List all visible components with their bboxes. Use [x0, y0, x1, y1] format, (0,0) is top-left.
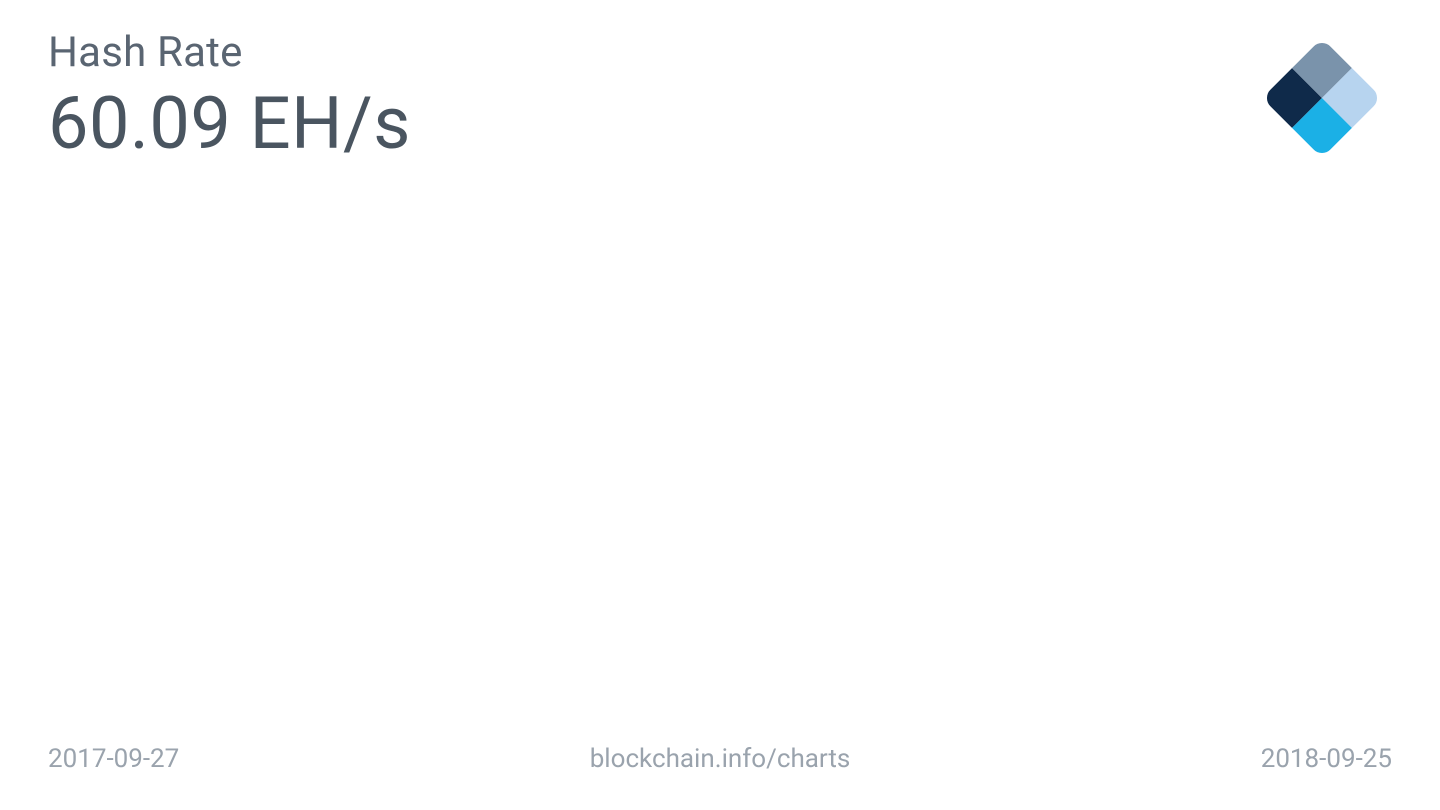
chart-footer: 2017-09-27 blockchain.info/charts 2018-0… — [48, 744, 1392, 774]
chart-value: 60.09 EH/s — [48, 81, 411, 166]
x-axis-end-label: 2018-09-25 — [1261, 744, 1392, 774]
hash-rate-chart — [48, 180, 1392, 700]
blockchain-logo-icon — [1252, 28, 1392, 168]
x-axis-start-label: 2017-09-27 — [48, 744, 179, 774]
source-label: blockchain.info/charts — [590, 744, 851, 774]
chart-title: Hash Rate — [48, 28, 411, 77]
